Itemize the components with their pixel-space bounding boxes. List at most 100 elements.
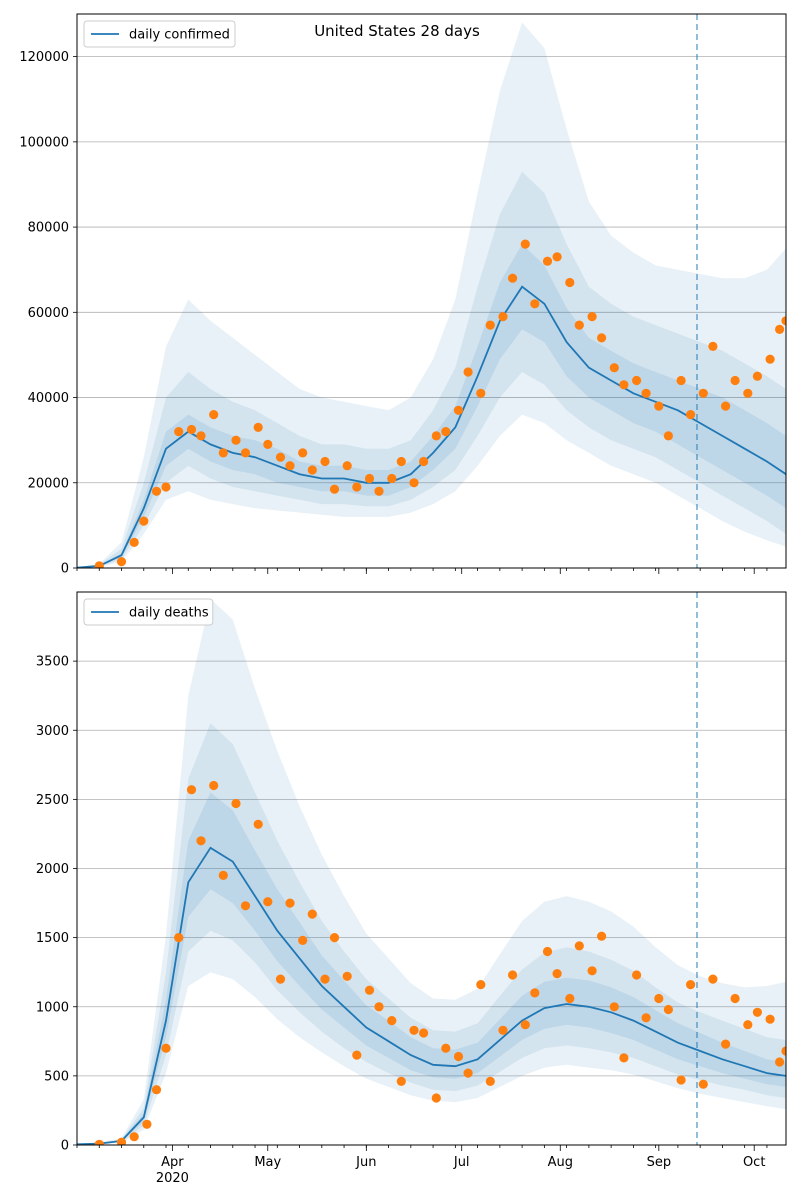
- y-tick-label: 3000: [36, 724, 69, 739]
- data-point: [419, 1028, 429, 1038]
- axes-frame: [76, 591, 787, 1146]
- data-point: [263, 439, 273, 449]
- x-tick-label: Oct: [743, 1155, 765, 1170]
- data-point: [263, 897, 273, 907]
- data-point: [686, 410, 696, 420]
- data-point: [186, 785, 197, 795]
- data-point: [285, 461, 295, 471]
- plot-area: [77, 598, 786, 1145]
- data-point: [632, 375, 642, 386]
- data-point: [374, 486, 384, 496]
- data-point: [507, 970, 518, 980]
- data-point: [240, 448, 251, 458]
- data-point: [352, 1050, 362, 1060]
- data-point: [721, 401, 731, 411]
- data-point: [476, 980, 486, 990]
- y-tick-label: 1000: [36, 1000, 69, 1015]
- data-point: [441, 427, 451, 437]
- data-point: [552, 969, 562, 979]
- data-point: [94, 561, 104, 568]
- data-point: [743, 388, 753, 398]
- data-point: [129, 1132, 139, 1142]
- data-point: [609, 363, 619, 373]
- data-point: [307, 909, 317, 919]
- data-point: [542, 256, 553, 266]
- data-point: [775, 324, 785, 334]
- data-point: [708, 341, 718, 351]
- data-point: [730, 993, 740, 1004]
- chart-title: United States 28 days: [314, 22, 480, 40]
- y-tick-label: 100000: [19, 135, 69, 150]
- y-tick-label: 20000: [28, 476, 69, 491]
- x-tick-label: Sep: [647, 1155, 672, 1170]
- data-point: [574, 941, 584, 951]
- data-point: [142, 1119, 152, 1129]
- data-point: [431, 431, 441, 441]
- band-95: [77, 22, 786, 568]
- data-point: [218, 870, 228, 881]
- data-point: [752, 371, 763, 381]
- data-point: [507, 273, 518, 283]
- data-point: [632, 970, 642, 980]
- data-point: [574, 320, 584, 330]
- confirmed-chart-panel: 0 20000 40000 60000 80000 100000 120000 daily c…: [19, 13, 787, 577]
- data-point: [342, 971, 352, 981]
- y-tick-label: 0: [61, 1139, 69, 1154]
- data-point: [730, 375, 740, 386]
- data-point: [453, 1051, 464, 1062]
- data-point: [151, 1085, 162, 1095]
- data-point: [520, 239, 530, 249]
- data-point: [364, 985, 375, 995]
- data-point: [441, 1043, 451, 1053]
- data-point: [116, 557, 127, 567]
- data-point: [597, 333, 607, 343]
- data-point: [186, 424, 197, 435]
- y-tick-label: 2000: [36, 862, 69, 877]
- data-point: [218, 448, 228, 458]
- legend: daily deaths: [83, 598, 214, 626]
- data-point: [587, 966, 597, 976]
- x-tick-label: May: [254, 1155, 281, 1170]
- data-point: [431, 1093, 441, 1103]
- data-point: [565, 277, 575, 288]
- legend-label: daily deaths: [129, 606, 209, 621]
- data-point: [419, 456, 429, 467]
- data-point: [196, 836, 206, 846]
- data-point: [409, 1025, 419, 1035]
- data-point: [409, 478, 419, 488]
- data-point: [396, 1076, 406, 1086]
- data-point: [765, 1014, 775, 1024]
- y-tick-label: 3500: [36, 655, 69, 670]
- data-point: [463, 1068, 473, 1078]
- data-point: [161, 1043, 171, 1053]
- y-tick-label: 60000: [28, 306, 69, 321]
- data-point: [396, 456, 406, 467]
- band-95: [77, 598, 786, 1145]
- data-point: [781, 316, 786, 326]
- data-point: [240, 901, 251, 911]
- band-50: [77, 792, 786, 1145]
- data-point: [609, 1002, 619, 1012]
- data-point: [275, 974, 286, 984]
- band-75: [77, 723, 786, 1145]
- data-point: [765, 354, 775, 364]
- median-line: [77, 285, 786, 568]
- data-point: [253, 422, 263, 432]
- data-point: [298, 935, 308, 946]
- median-line: [77, 846, 786, 1145]
- plot-area: [77, 22, 786, 568]
- data-point: [275, 452, 286, 462]
- x-tick-label: Aug: [548, 1155, 573, 1170]
- data-point: [565, 993, 575, 1004]
- data-point: [151, 486, 162, 496]
- data-point: [520, 1020, 530, 1030]
- data-point: [498, 312, 508, 322]
- data-point: [453, 405, 464, 415]
- data-point: [587, 312, 597, 322]
- data-point: [364, 473, 375, 484]
- data-point: [654, 993, 664, 1004]
- x-tick-sublabel: 2020: [156, 1171, 189, 1186]
- y-tick-label: 2500: [36, 793, 69, 808]
